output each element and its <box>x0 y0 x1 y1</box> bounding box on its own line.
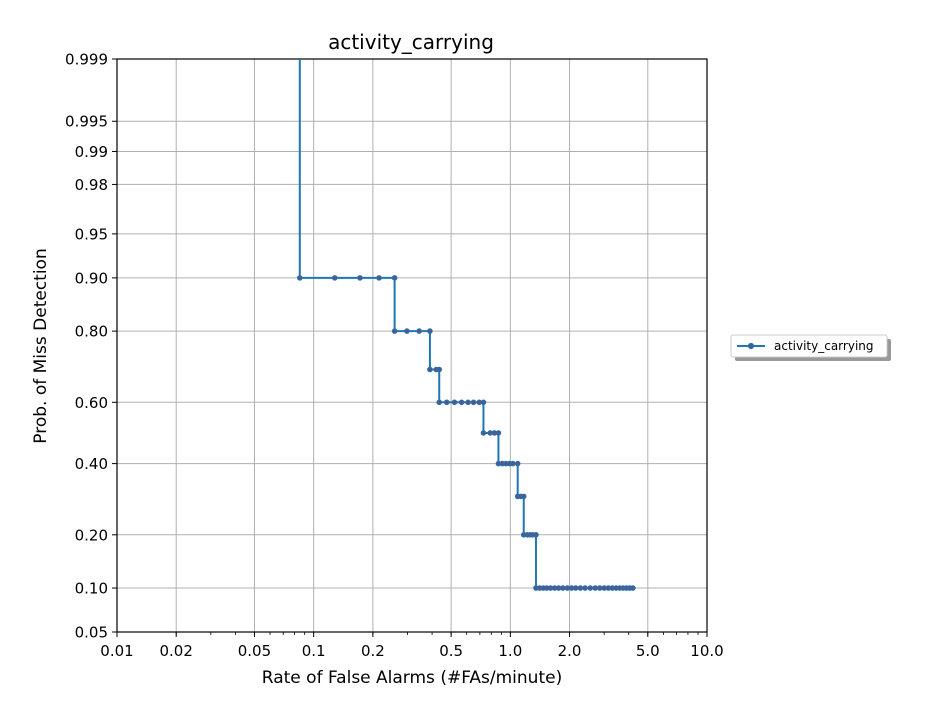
data-point <box>510 460 516 467</box>
data-point <box>560 585 566 591</box>
legend-marker-sample <box>747 342 755 350</box>
data-point <box>495 430 502 436</box>
y-tick-label: 0.80 <box>75 323 108 341</box>
data-point <box>391 328 398 334</box>
legend-label: activity_carrying <box>774 339 874 353</box>
data-point <box>514 460 521 467</box>
y-tick-label: 0.98 <box>75 176 108 194</box>
x-tick-label: 1.0 <box>498 642 522 660</box>
x-tick-label: 0.1 <box>302 642 326 660</box>
y-tick-label: 0.99 <box>75 143 108 161</box>
y-tick-label: 0.995 <box>65 113 108 131</box>
data-point <box>587 585 594 591</box>
x-tick-label: 0.01 <box>100 642 133 660</box>
data-point <box>480 430 487 436</box>
data-point <box>533 531 539 538</box>
y-tick-label: 0.90 <box>75 269 108 287</box>
data-point <box>572 585 579 591</box>
data-point <box>451 399 458 406</box>
x-tick-label: 10.0 <box>690 642 723 660</box>
y-axis-title: Prob. of Miss Detection <box>31 248 51 443</box>
data-point <box>470 399 477 406</box>
x-tick-label: 0.05 <box>238 642 271 660</box>
data-point <box>520 493 527 500</box>
series-line <box>298 59 633 590</box>
data-point <box>436 399 443 406</box>
y-tick-label: 0.60 <box>75 394 108 412</box>
series-layer <box>296 59 636 591</box>
axis-ticks: 0.01 0.02 0.05 0.1 0.2 0.5 1.0 2.0 5.0 10.0 0.05 0.… <box>65 51 724 661</box>
legend-box <box>730 334 888 358</box>
data-point <box>404 328 410 334</box>
y-tick-label: 0.95 <box>75 225 108 243</box>
x-tick-label: 5.0 <box>636 642 660 660</box>
data-point <box>427 328 433 334</box>
data-point <box>416 328 422 334</box>
data-point <box>582 585 588 591</box>
data-point <box>480 399 487 406</box>
x-axis-title: Rate of False Alarms (#FAs/minute) <box>262 668 562 688</box>
x-tick-label: 0.2 <box>361 642 385 660</box>
data-point <box>458 399 465 406</box>
y-tick-label: 0.10 <box>75 580 108 598</box>
y-tick-label: 0.20 <box>75 526 108 544</box>
data-point <box>376 275 382 281</box>
data-point <box>296 275 303 281</box>
data-point <box>465 399 471 406</box>
data-point <box>592 585 598 591</box>
data-point <box>391 275 398 281</box>
chart-title: activity_carrying <box>328 30 494 54</box>
data-point <box>630 585 636 591</box>
data-point <box>331 275 338 281</box>
data-point <box>427 366 433 373</box>
data-point <box>443 399 450 406</box>
x-tick-label: 0.02 <box>159 642 192 660</box>
plot-frame <box>116 58 708 633</box>
data-point <box>357 275 363 281</box>
data-point <box>436 366 443 373</box>
legend: activity_carrying <box>730 334 891 361</box>
x-tick-label: 0.5 <box>439 642 463 660</box>
data-point <box>577 585 584 591</box>
y-tick-label: 0.999 <box>65 51 108 69</box>
y-tick-label: 0.05 <box>75 624 108 642</box>
y-tick-label: 0.40 <box>75 455 108 473</box>
grid <box>116 58 708 633</box>
x-tick-label: 2.0 <box>558 642 582 660</box>
